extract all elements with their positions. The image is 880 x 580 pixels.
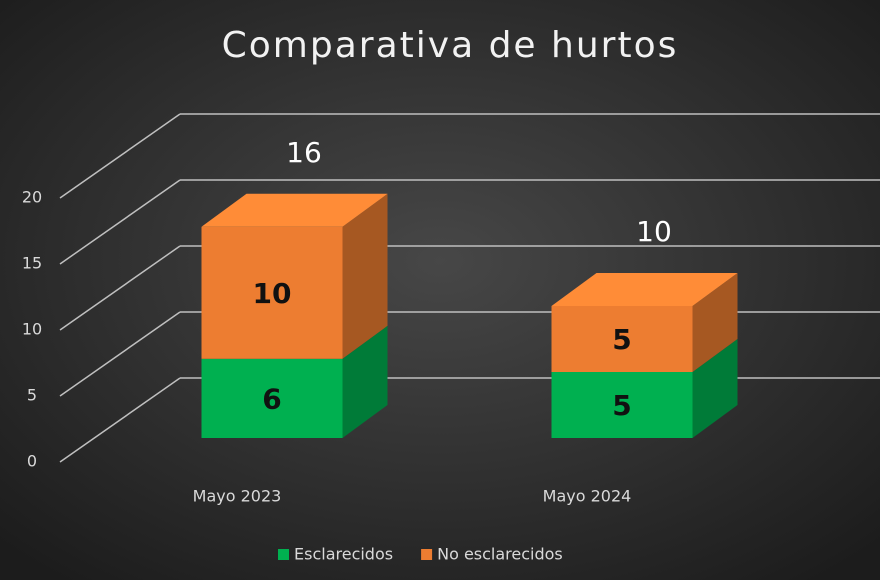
bar-side xyxy=(342,193,388,359)
y-tick-label: 0 xyxy=(27,452,37,471)
chart-title: Comparativa de hurtos xyxy=(222,25,679,66)
grid-line xyxy=(59,377,181,463)
grid-line xyxy=(59,179,181,265)
grid-line xyxy=(59,113,181,199)
x-tick-label: Mayo 2024 xyxy=(543,487,632,506)
grid-line xyxy=(59,245,181,331)
y-tick-label: 10 xyxy=(22,320,42,339)
total-label: 16 xyxy=(286,136,322,169)
bar xyxy=(551,306,693,372)
bar xyxy=(551,372,693,438)
bar-top xyxy=(201,193,388,227)
y-tick-label: 15 xyxy=(22,254,42,273)
legend-label: No esclarecidos xyxy=(437,545,563,564)
data-label: 6 xyxy=(262,382,281,415)
grid-line xyxy=(59,311,181,397)
x-tick-label: Mayo 2023 xyxy=(193,487,282,506)
bar-top xyxy=(551,273,738,306)
y-tick-label: 5 xyxy=(27,386,37,405)
data-label: 5 xyxy=(612,389,631,422)
y-tick-label: 20 xyxy=(22,188,42,207)
legend-label: Esclarecidos xyxy=(294,545,393,564)
legend-swatch xyxy=(421,549,433,560)
total-label: 10 xyxy=(636,215,672,248)
legend-swatch xyxy=(278,549,289,560)
data-label: 10 xyxy=(253,277,292,310)
bar xyxy=(201,358,343,438)
bar-side xyxy=(342,325,388,438)
bar xyxy=(201,226,343,359)
data-label: 5 xyxy=(612,323,631,356)
